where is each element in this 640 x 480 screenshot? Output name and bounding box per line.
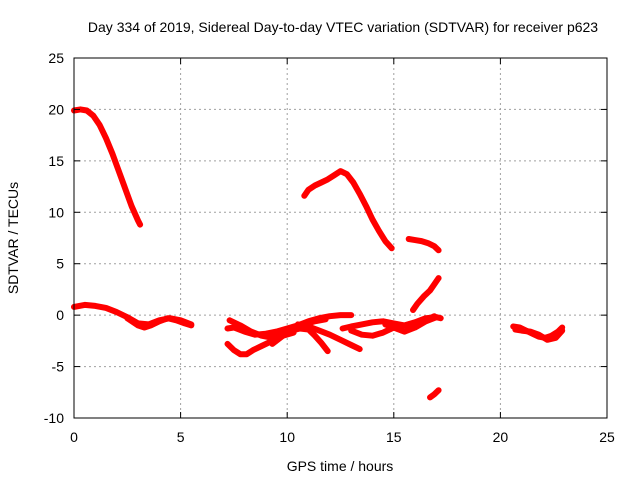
y-tick-label: -5 <box>52 359 65 375</box>
grid <box>74 58 607 418</box>
chart-title: Day 334 of 2019, Sidereal Day-to-day VTE… <box>88 19 598 35</box>
y-tick-label: 15 <box>48 153 64 169</box>
y-tick-label: 0 <box>56 307 64 323</box>
x-axis-title: GPS time / hours <box>287 458 394 474</box>
y-tick-label: -10 <box>44 410 64 426</box>
series-sat-1 <box>71 106 144 228</box>
x-tick-label: 15 <box>386 429 402 445</box>
series-sat-12 <box>294 321 363 353</box>
series-sat-6 <box>124 315 195 331</box>
x-tick-label: 25 <box>599 429 615 445</box>
axis-ticks: 0 5 10 15 20 25 -10 -5 0 5 10 15 20 25 <box>44 50 615 445</box>
y-tick-label: 10 <box>48 204 64 220</box>
series-sat-15 <box>382 313 438 335</box>
y-tick-label: 25 <box>48 50 64 66</box>
y-tick-label: 5 <box>56 256 64 272</box>
data-series <box>71 106 566 401</box>
y-axis-title: SDTVAR / TECUs <box>5 182 21 294</box>
x-tick-label: 0 <box>70 429 78 445</box>
series-sat-18 <box>512 326 566 343</box>
series-sat-3 <box>405 236 442 254</box>
series-sat-2 <box>301 168 395 252</box>
plot-frame <box>73 57 608 419</box>
x-tick-label: 20 <box>493 429 509 445</box>
x-tick-label: 10 <box>279 429 295 445</box>
series-sat-16 <box>427 387 442 401</box>
series-sat-4 <box>410 275 442 313</box>
y-tick-label: 20 <box>48 101 64 117</box>
x-tick-label: 5 <box>177 429 185 445</box>
